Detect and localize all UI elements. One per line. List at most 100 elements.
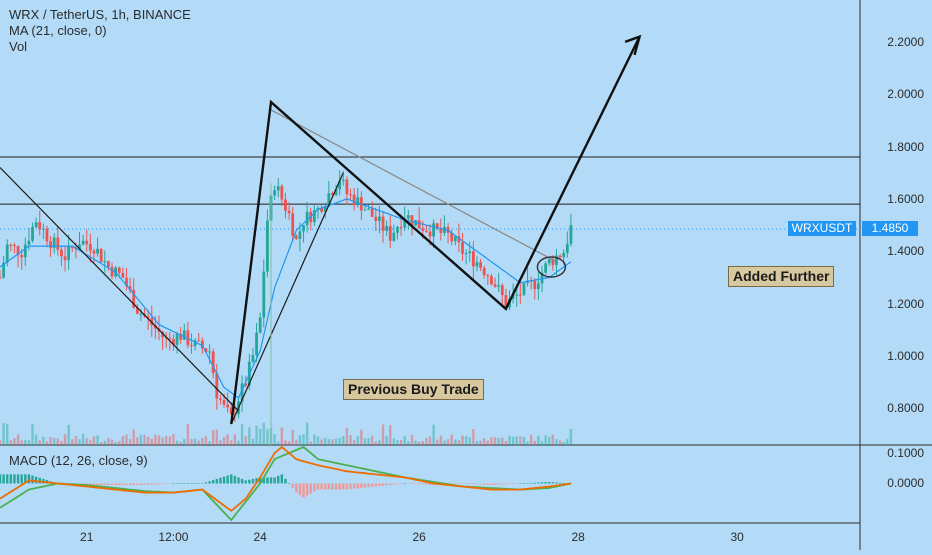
macd-indicator-label: MACD (12, 26, close, 9) <box>9 453 148 468</box>
macd-histogram-bar <box>211 480 215 484</box>
macd-histogram-bar <box>291 483 294 489</box>
volume-bar <box>548 437 551 445</box>
candle-body <box>424 230 428 232</box>
macd-histogram-bar <box>107 483 110 485</box>
candle-body <box>56 237 60 250</box>
macd-histogram-bar <box>157 483 161 485</box>
macd-histogram-bar <box>110 483 114 485</box>
candle-body <box>81 240 85 245</box>
macd-histogram-bar <box>96 483 99 485</box>
candle-body <box>345 179 349 195</box>
macd-histogram-bar <box>132 483 135 485</box>
macd-tick-label: 0.1000 <box>887 446 924 461</box>
macd-histogram-bar <box>2 474 5 484</box>
macd-histogram-bar <box>13 474 16 484</box>
volume-bar <box>345 427 349 445</box>
candle-body <box>258 317 262 333</box>
candle-body <box>374 216 378 222</box>
macd-histogram-bar <box>324 483 327 490</box>
candle-body <box>497 285 501 287</box>
candle-body <box>392 232 396 241</box>
volume-bar <box>417 441 421 445</box>
macd-histogram-bar <box>295 483 298 493</box>
volume-bar <box>327 439 331 445</box>
volume-bar <box>197 440 200 445</box>
volume-bar <box>486 440 490 445</box>
macd-histogram-bar <box>27 474 31 484</box>
macd-histogram-bar <box>349 483 352 490</box>
macd-histogram-bar <box>403 483 406 484</box>
volume-bar <box>81 434 85 445</box>
macd-histogram-bar <box>479 483 482 485</box>
macd-histogram-bar <box>425 483 428 485</box>
volume-bar <box>436 439 439 445</box>
volume-bar <box>266 429 269 445</box>
macd-histogram-bar <box>269 477 273 484</box>
volume-bar <box>356 436 359 445</box>
volume-bar <box>399 440 403 445</box>
macd-histogram-bar <box>280 474 284 484</box>
candle-body <box>518 294 522 296</box>
macd-histogram-bar <box>34 476 38 484</box>
candle-body <box>45 228 49 242</box>
macd-histogram-bar <box>89 483 92 485</box>
candle-body <box>468 251 472 253</box>
macd-histogram-bar <box>562 482 565 484</box>
volume-bar <box>16 434 20 445</box>
macd-histogram-bar <box>266 477 269 484</box>
volume-bar <box>31 423 34 445</box>
volume-bar <box>501 437 504 445</box>
volume-bar <box>291 429 294 445</box>
candle-body <box>273 190 277 196</box>
macd-histogram-bar <box>125 483 128 485</box>
volume-bar <box>2 422 5 445</box>
candle-body <box>381 216 385 231</box>
candle-body <box>471 251 475 267</box>
volume-bar <box>132 429 135 445</box>
candle-body <box>0 277 2 279</box>
macd-histogram-bar <box>150 483 153 485</box>
volume-bar <box>118 441 121 445</box>
volume-bar <box>280 427 284 445</box>
candle-body <box>287 210 291 214</box>
entry-circle <box>536 256 567 278</box>
macd-histogram-bar <box>493 483 497 485</box>
macd-histogram-bar <box>486 483 490 485</box>
candle-body <box>49 241 52 248</box>
candle-body <box>31 226 34 241</box>
volume-bar <box>360 429 363 445</box>
candle-body <box>399 226 403 228</box>
candle-body <box>417 220 421 229</box>
candle-body <box>338 180 342 190</box>
macd-histogram-bar <box>273 477 276 484</box>
candle-body <box>370 208 374 217</box>
candle-body <box>200 340 204 349</box>
volume-bar <box>511 436 515 445</box>
macd-histogram-bar <box>233 475 237 484</box>
macd-histogram-bar <box>92 483 96 485</box>
volume-bar <box>349 435 352 445</box>
candle-body <box>479 262 482 268</box>
volume-bar <box>233 434 237 445</box>
macd-histogram-bar <box>454 483 457 484</box>
volume-bar <box>175 440 179 445</box>
macd-histogram-bar <box>414 483 417 485</box>
macd-histogram-bar <box>313 483 316 492</box>
candle-body <box>229 407 233 415</box>
volume-bar <box>248 427 251 445</box>
macd-histogram-bar <box>540 482 544 484</box>
candle-body <box>78 244 81 250</box>
volume-bar <box>251 438 255 445</box>
macd-histogram-bar <box>143 483 146 485</box>
macd-histogram-bar <box>450 483 453 485</box>
volume-bar <box>34 434 38 445</box>
volume-bar <box>71 439 74 445</box>
last-price-tag: 1.4850 <box>862 221 918 236</box>
volume-bar <box>309 441 312 445</box>
macd-histogram-bar <box>396 483 399 485</box>
candle-body <box>396 226 399 233</box>
volume-bar <box>389 425 392 445</box>
downtrend-line <box>0 167 239 412</box>
